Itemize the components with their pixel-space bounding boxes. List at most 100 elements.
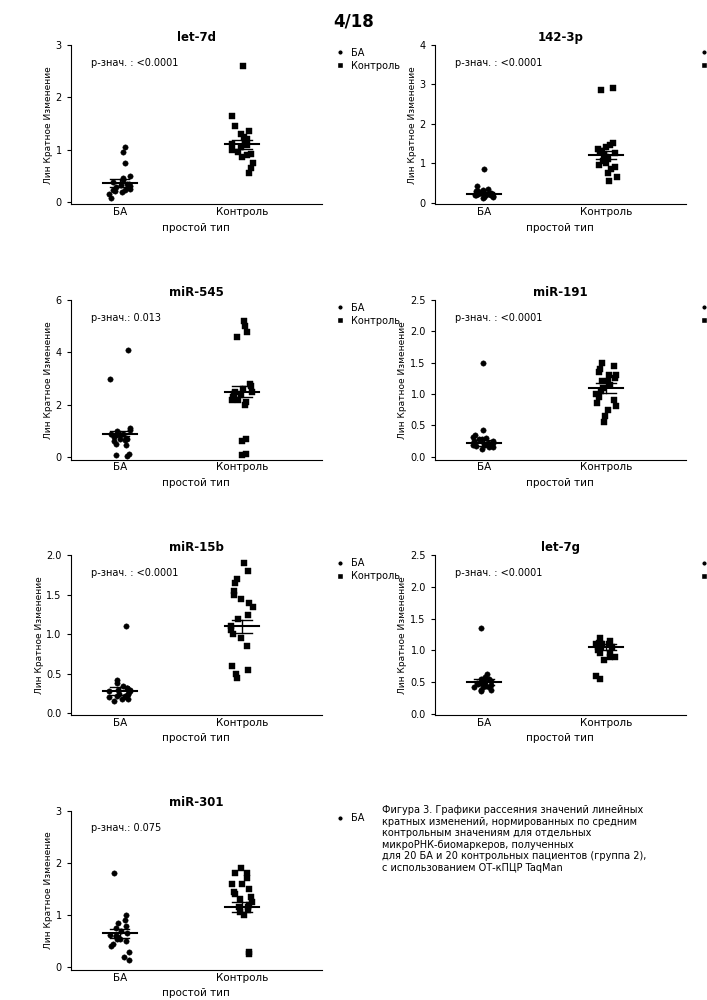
Point xyxy=(590,668,602,684)
Point xyxy=(599,414,610,430)
Point xyxy=(485,187,496,203)
Point xyxy=(483,181,494,197)
Y-axis label: Лин Кратное Изменение: Лин Кратное Изменение xyxy=(399,321,407,439)
Point xyxy=(111,931,122,947)
Legend: БА, Контроль: БА, Контроль xyxy=(693,557,707,582)
Point xyxy=(609,159,621,175)
Point xyxy=(117,144,129,160)
Point xyxy=(121,933,132,949)
Point xyxy=(120,430,132,446)
Point xyxy=(604,173,615,189)
Point xyxy=(593,389,604,405)
Point xyxy=(231,571,243,587)
Title: miR-15b: miR-15b xyxy=(169,541,223,554)
Point xyxy=(481,678,492,694)
Point xyxy=(240,318,251,334)
Point xyxy=(243,607,254,623)
Point xyxy=(234,891,245,907)
Point xyxy=(245,146,257,162)
Point xyxy=(468,437,479,453)
Point xyxy=(231,670,243,686)
Point xyxy=(609,358,620,374)
Point xyxy=(240,136,251,152)
Point xyxy=(125,683,136,699)
Point xyxy=(607,639,618,655)
Point xyxy=(592,141,604,157)
Point xyxy=(109,693,120,709)
X-axis label: простой тип: простой тип xyxy=(163,223,230,233)
Point xyxy=(593,635,604,651)
Point xyxy=(110,928,122,944)
Point xyxy=(119,688,131,704)
Point xyxy=(122,680,133,696)
Y-axis label: Лин Кратное Изменение: Лин Кратное Изменение xyxy=(44,831,52,949)
Point xyxy=(479,669,491,685)
Point xyxy=(611,169,622,185)
Point xyxy=(228,884,240,900)
Point xyxy=(602,165,614,181)
Point xyxy=(230,865,241,881)
Y-axis label: Лин Кратное Изменение: Лин Кратное Изменение xyxy=(408,66,416,184)
Y-axis label: Лин Кратное Изменение: Лин Кратное Изменение xyxy=(35,576,44,694)
Point xyxy=(230,384,241,400)
Point xyxy=(105,938,117,954)
Point xyxy=(475,683,486,699)
Point xyxy=(595,671,606,687)
Text: p-знач.: 0.013: p-знач.: 0.013 xyxy=(90,313,160,323)
Point xyxy=(590,386,602,402)
Point xyxy=(595,645,606,661)
Point xyxy=(228,386,240,402)
Point xyxy=(604,137,616,153)
Point xyxy=(475,185,486,201)
Point xyxy=(471,438,482,454)
Point xyxy=(487,433,498,449)
Title: 142-3p: 142-3p xyxy=(537,31,583,44)
Point xyxy=(471,187,482,203)
Point xyxy=(235,386,247,402)
Point xyxy=(239,397,250,413)
Point xyxy=(477,675,489,691)
Point xyxy=(226,658,238,674)
Point xyxy=(241,870,252,886)
Point xyxy=(600,155,612,171)
Point xyxy=(611,398,622,414)
Point xyxy=(483,436,494,452)
X-axis label: простой тип: простой тип xyxy=(526,733,594,743)
Point xyxy=(111,427,122,443)
Point xyxy=(247,599,259,615)
Point xyxy=(228,389,239,405)
Point xyxy=(119,155,131,171)
Point xyxy=(594,639,605,655)
Text: p-знач. : <0.0001: p-знач. : <0.0001 xyxy=(90,568,178,578)
Point xyxy=(604,633,615,649)
Point xyxy=(243,897,255,913)
Point xyxy=(115,923,127,939)
Point xyxy=(477,675,488,691)
Point xyxy=(245,376,256,392)
Point xyxy=(600,408,611,424)
Point xyxy=(478,189,489,205)
Point xyxy=(119,182,130,198)
Point xyxy=(592,639,604,655)
Point xyxy=(240,446,252,462)
Point xyxy=(117,691,128,707)
Point xyxy=(114,431,125,447)
Point xyxy=(241,865,252,881)
Point xyxy=(597,153,609,169)
Point xyxy=(119,912,130,928)
Point xyxy=(111,688,122,704)
Point xyxy=(232,392,243,408)
Point xyxy=(239,129,250,145)
Point xyxy=(227,136,238,152)
Point xyxy=(243,595,255,611)
Point xyxy=(607,135,619,151)
Point xyxy=(239,907,250,923)
Point xyxy=(230,886,241,902)
Legend: БА, Контроль: БА, Контроль xyxy=(693,302,707,327)
Point xyxy=(226,876,238,892)
Point xyxy=(117,426,129,442)
Point xyxy=(243,563,254,579)
Point xyxy=(226,618,237,634)
Point xyxy=(238,313,250,329)
Point xyxy=(603,367,614,383)
